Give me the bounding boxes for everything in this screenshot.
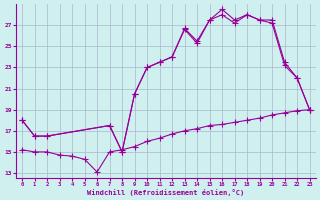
X-axis label: Windchill (Refroidissement éolien,°C): Windchill (Refroidissement éolien,°C) [87, 189, 244, 196]
